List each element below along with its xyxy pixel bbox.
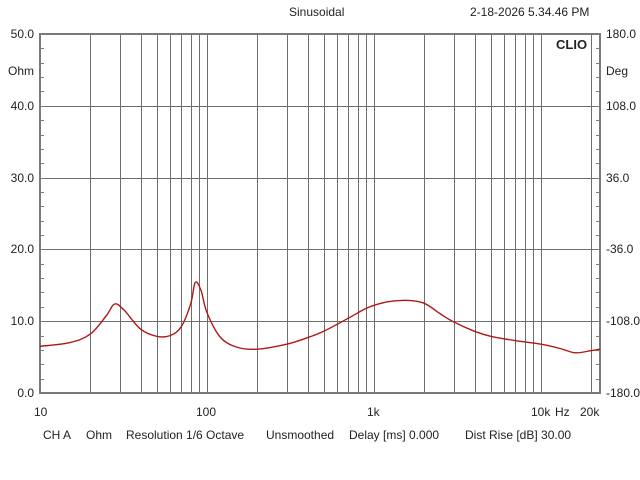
- x-axis-unit: Hz: [555, 405, 570, 419]
- footer-dist-rise: Dist Rise [dB] 30.00: [465, 428, 572, 442]
- footer-resolution: Resolution 1/6 Octave: [126, 428, 245, 442]
- grid-lines: [40, 34, 600, 393]
- y2-tick-36: 36.0: [606, 171, 630, 185]
- y-tick-40: 40.0: [10, 99, 34, 113]
- y-tick-0: 0.0: [17, 386, 34, 400]
- x-tick-10k: 10k: [531, 405, 551, 419]
- footer-channel: CH A: [43, 428, 72, 442]
- y2-tick-m180: -180.0: [606, 386, 640, 400]
- y2-axis-unit: Deg: [606, 64, 629, 78]
- timestamp: 2-18-2026 5.34.46 PM: [470, 5, 590, 19]
- y2-tick-180: 180.0: [606, 27, 637, 41]
- y2-tick-m36: -36.0: [606, 242, 634, 256]
- x-tick-20k: 20k: [580, 405, 600, 419]
- plot-frame: [39, 33, 601, 394]
- y-axis-unit: Ohm: [7, 64, 34, 78]
- impedance-curve: [39, 281, 600, 354]
- y-tick-50: 50.0: [10, 27, 34, 41]
- footer-unit: Ohm: [86, 428, 113, 442]
- x-tick-10: 10: [34, 405, 48, 419]
- y-tick-20: 20.0: [10, 242, 34, 256]
- y2-tick-m108: -108.0: [606, 314, 640, 328]
- x-tick-100: 100: [196, 405, 217, 419]
- footer-smoothing: Unsmoothed: [266, 428, 335, 442]
- measurement-mode: Sinusoidal: [289, 5, 345, 19]
- footer-delay: Delay [ms] 0.000: [349, 428, 440, 442]
- axis-minor-ticks: [40, 34, 600, 394]
- y-tick-10: 10.0: [10, 314, 34, 328]
- clio-logo: CLIO: [556, 37, 588, 52]
- y-tick-30: 30.0: [10, 171, 34, 185]
- x-tick-1k: 1k: [367, 405, 380, 419]
- y2-tick-108: 108.0: [606, 99, 637, 113]
